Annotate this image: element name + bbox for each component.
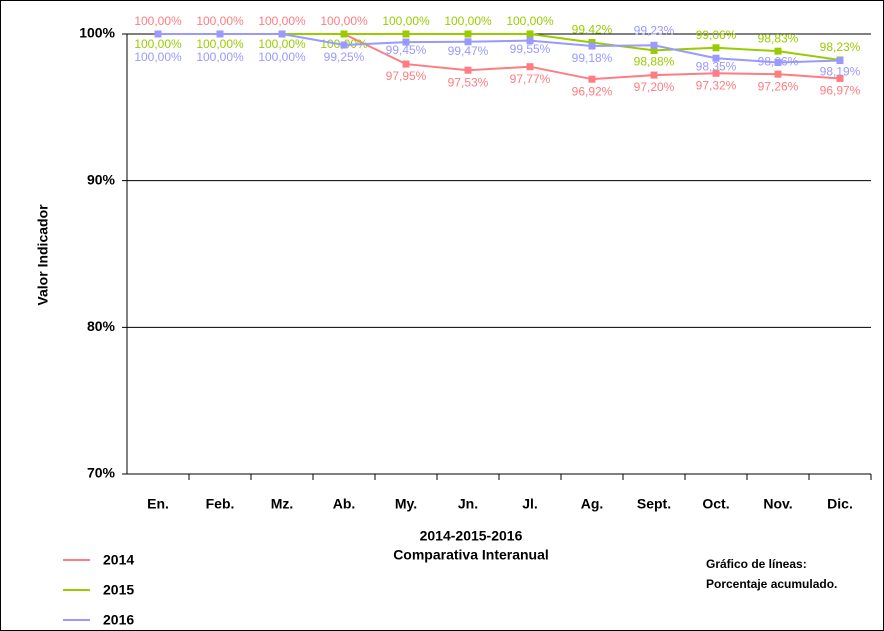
data-label: 100,00% xyxy=(134,37,182,51)
point xyxy=(402,38,410,46)
x-tick-label: My. xyxy=(395,496,417,512)
point xyxy=(588,42,596,50)
point xyxy=(154,30,162,38)
x-tick-label: Sept. xyxy=(637,496,671,512)
data-label: 98,23% xyxy=(820,40,861,54)
point xyxy=(526,37,534,45)
y-tick-label: 70% xyxy=(87,465,116,481)
x-tick-label: Jn. xyxy=(458,496,478,512)
data-label: 100,00% xyxy=(258,50,306,64)
data-label: 99,18% xyxy=(572,51,613,65)
point xyxy=(712,69,720,77)
legend-label: 2016 xyxy=(103,612,134,628)
note: Porcentaje acumulado. xyxy=(706,577,837,591)
data-label: 97,20% xyxy=(634,80,675,94)
data-label: 96,92% xyxy=(572,84,613,98)
point xyxy=(464,38,472,46)
data-label: 100,00% xyxy=(196,37,244,51)
y-tick-label: 100% xyxy=(79,25,115,41)
point xyxy=(216,30,224,38)
data-label: 100,00% xyxy=(196,50,244,64)
x-axis-label: Comparativa Interanual xyxy=(393,547,549,563)
x-tick-label: Feb. xyxy=(206,496,235,512)
data-label: 98,35% xyxy=(696,59,737,73)
x-tick-label: Ab. xyxy=(333,496,356,512)
x-tick-label: Dic. xyxy=(827,496,853,512)
legend-label: 2015 xyxy=(103,582,134,598)
point xyxy=(774,47,782,55)
point xyxy=(836,74,844,82)
data-label: 99,06% xyxy=(696,28,737,42)
data-label: 98,88% xyxy=(634,55,675,69)
y-tick-label: 80% xyxy=(87,318,116,334)
x-tick-label: Ag. xyxy=(581,496,604,512)
point xyxy=(650,71,658,79)
point xyxy=(464,66,472,74)
data-label: 100,00% xyxy=(382,14,430,28)
x-tick-label: Jl. xyxy=(522,496,538,512)
point xyxy=(340,41,348,49)
data-label: 97,95% xyxy=(386,69,427,83)
x-axis-label: 2014-2015-2016 xyxy=(420,528,523,544)
data-label: 97,32% xyxy=(696,78,737,92)
y-axis-label: Valor Indicador xyxy=(35,204,51,306)
data-label: 99,23% xyxy=(634,23,675,37)
data-label: 100,00% xyxy=(196,14,244,28)
legend-label: 2014 xyxy=(103,552,134,568)
data-label: 100,00% xyxy=(506,14,554,28)
note: Gráfico de líneas: xyxy=(706,557,807,571)
point xyxy=(464,30,472,38)
data-label: 98,19% xyxy=(820,65,861,79)
data-label: 100,00% xyxy=(320,14,368,28)
data-label: 99,25% xyxy=(324,50,365,64)
data-label: 99,42% xyxy=(572,23,613,37)
point xyxy=(650,41,658,49)
point xyxy=(278,30,286,38)
point xyxy=(712,44,720,52)
data-label: 100,00% xyxy=(258,37,306,51)
data-label: 99,47% xyxy=(448,44,489,58)
data-label: 99,45% xyxy=(386,43,427,57)
point xyxy=(774,58,782,66)
data-label: 98,06% xyxy=(758,55,799,69)
series-line xyxy=(158,33,841,64)
point xyxy=(588,75,596,83)
data-label: 100,00% xyxy=(134,14,182,28)
data-label: 97,77% xyxy=(510,72,551,86)
data-label: 97,53% xyxy=(448,75,489,89)
x-tick-label: Nov. xyxy=(763,496,792,512)
point xyxy=(712,54,720,62)
point xyxy=(836,57,844,65)
point xyxy=(402,30,410,38)
point xyxy=(774,70,782,78)
data-label: 97,26% xyxy=(758,79,799,93)
x-tick-label: Oct. xyxy=(702,496,729,512)
point xyxy=(340,30,348,38)
point xyxy=(402,60,410,68)
data-label: 100,00% xyxy=(444,14,492,28)
point xyxy=(526,30,534,38)
data-label: 99,55% xyxy=(510,42,551,56)
x-tick-label: En. xyxy=(147,496,169,512)
point xyxy=(588,39,596,47)
x-tick-label: Mz. xyxy=(271,496,294,512)
point xyxy=(650,46,658,54)
data-label: 100,00% xyxy=(258,14,306,28)
data-label: 98,83% xyxy=(758,31,799,45)
data-label: 96,97% xyxy=(820,84,861,98)
point xyxy=(526,63,534,71)
y-tick-label: 90% xyxy=(87,171,116,187)
data-label: 100,00% xyxy=(134,50,182,64)
